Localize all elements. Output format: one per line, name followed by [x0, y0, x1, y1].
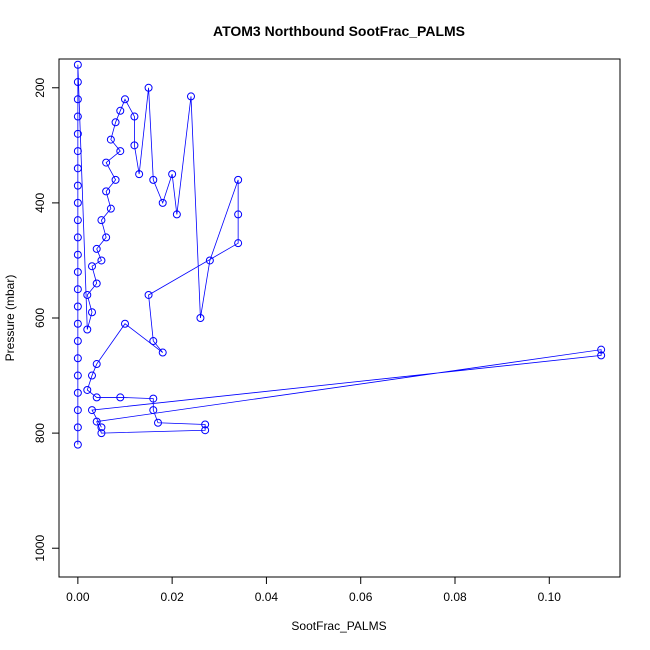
data-point: [73, 164, 82, 173]
data-point: [116, 147, 125, 156]
data-point: [135, 170, 144, 179]
data-point: [201, 420, 210, 429]
data-point: [116, 106, 125, 115]
data-point: [73, 112, 82, 121]
data-point: [73, 233, 82, 242]
data-point: [73, 95, 82, 104]
data-point: [130, 112, 139, 121]
data-point: [73, 250, 82, 259]
data-point: [102, 233, 111, 242]
data-point: [201, 426, 210, 435]
data-point: [234, 239, 243, 248]
data-point: [73, 354, 82, 363]
data-point: [106, 135, 115, 144]
data-point: [97, 216, 106, 225]
data-point: [73, 216, 82, 225]
data-point: [73, 285, 82, 294]
data-point: [83, 385, 92, 394]
y-tick-label: 1000: [33, 535, 47, 562]
data-point: [73, 78, 82, 87]
y-axis-label: Pressure (mbar): [3, 275, 17, 362]
x-tick-label: 0.08: [443, 590, 467, 604]
data-point: [234, 175, 243, 184]
data-point: [83, 325, 92, 334]
data-point: [88, 262, 96, 271]
data-point: [149, 394, 158, 403]
data-point: [73, 406, 82, 415]
data-point: [73, 423, 82, 432]
data-point: [73, 198, 82, 207]
data-point: [83, 290, 92, 299]
data-point: [196, 314, 205, 322]
data-point: [121, 319, 129, 328]
data-point: [149, 406, 158, 415]
data-point: [168, 170, 177, 179]
data-point: [111, 175, 120, 184]
data-point: [88, 308, 96, 317]
data-point: [92, 393, 101, 402]
data-point: [144, 83, 153, 92]
y-tick-label: 400: [33, 193, 47, 213]
data-point: [73, 388, 82, 397]
x-tick-label: 0.10: [538, 590, 562, 604]
x-tick-label: 0.04: [255, 590, 279, 604]
series-line: [77, 64, 602, 445]
data-point: [73, 319, 82, 328]
data-point: [154, 418, 162, 427]
data-point: [73, 267, 82, 276]
x-axis: 0.00 0.02 0.04 0.06 0.08 0.10: [66, 576, 562, 604]
data-point: [187, 92, 195, 101]
data-point: [92, 417, 101, 426]
data-point: [102, 187, 111, 196]
data-point: [144, 290, 153, 299]
data-point: [92, 360, 101, 369]
data-point: [149, 337, 158, 346]
data-point: [102, 158, 111, 167]
data-point: [73, 181, 82, 190]
data-point: [97, 256, 106, 265]
data-point: [130, 141, 139, 150]
x-tick-label: 0.02: [160, 590, 184, 604]
chart-title: ATOM3 Northbound SootFrac_PALMS: [213, 23, 465, 39]
data-point: [149, 175, 158, 184]
data-point: [97, 429, 106, 438]
data-point: [106, 204, 115, 213]
data-point: [73, 60, 82, 69]
data-point: [73, 129, 82, 138]
data-point: [234, 210, 243, 219]
data-point: [92, 279, 101, 288]
data-point: [205, 256, 214, 265]
y-tick-label: 600: [33, 308, 47, 328]
data-point: [73, 440, 82, 449]
data-point: [88, 406, 96, 415]
data-marks: [73, 60, 606, 449]
data-point: [73, 371, 82, 380]
data-point: [158, 198, 167, 207]
data-point: [73, 147, 82, 156]
data-point: [92, 244, 101, 253]
x-tick-label: 0.00: [66, 590, 90, 604]
data-point: [73, 302, 82, 311]
x-tick-label: 0.06: [349, 590, 373, 604]
y-axis: 200 400 600 800 1000: [33, 77, 60, 562]
data-point: [97, 423, 106, 432]
data-point: [158, 348, 167, 357]
data-point: [88, 371, 96, 380]
data-point: [121, 95, 129, 104]
data-point: [597, 345, 606, 354]
data-point: [111, 118, 120, 127]
y-tick-label: 200: [33, 77, 47, 97]
y-tick-label: 800: [33, 423, 47, 443]
data-point: [116, 393, 125, 402]
data-point: [597, 351, 606, 360]
data-point: [73, 337, 82, 346]
data-point: [172, 210, 181, 219]
x-axis-label: SootFrac_PALMS: [291, 619, 386, 633]
